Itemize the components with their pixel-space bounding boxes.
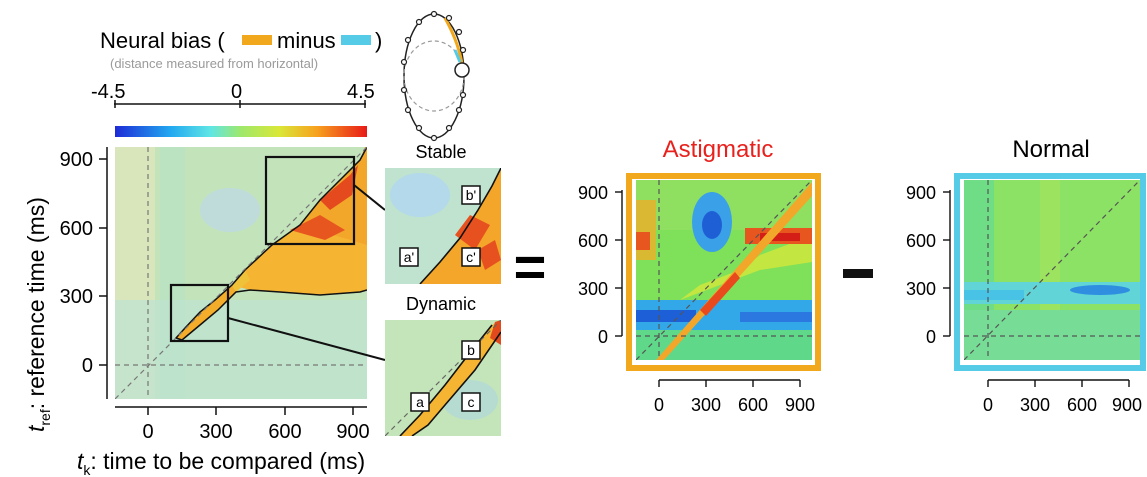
normal-xtick-900: 900 [1112, 395, 1142, 415]
stable-label-c: c' [466, 249, 476, 265]
legend-minus-swatch-cyan [341, 35, 371, 45]
orientation-ellipse-icon [400, 10, 470, 142]
main-ytick-900: 900 [60, 149, 93, 171]
main-x-ticks: 0 300 600 900 [142, 407, 370, 443]
astigmatic-xtick-900: 900 [785, 395, 815, 415]
normal-ytick-0: 0 [926, 327, 936, 347]
main-y-ticks: 0 300 600 900 [60, 149, 107, 377]
dynamic-title: Dynamic [406, 294, 476, 314]
astigmatic-y-ticks: 0 300 600 900 [578, 183, 622, 347]
astigmatic-xtick-0: 0 [654, 395, 664, 415]
stable-label-a: a' [404, 249, 414, 265]
dynamic-label-a: a [416, 394, 424, 410]
astigmatic-ytick-0: 0 [598, 327, 608, 347]
normal-y-ticks: 0 300 600 900 [906, 183, 950, 347]
legend-subtitle: (distance measured from horizontal) [110, 56, 318, 71]
normal-ytick-600: 600 [906, 231, 936, 251]
dynamic-roi-box [169, 283, 230, 343]
legend-tick-min: -4.5 [91, 81, 125, 103]
normal-title: Normal [1012, 136, 1089, 163]
stable-title: Stable [415, 142, 466, 162]
legend-title-suffix: ) [375, 28, 382, 53]
normal-xtick-0: 0 [983, 395, 993, 415]
equals-operator: = [514, 235, 547, 298]
normal-ytick-300: 300 [906, 279, 936, 299]
normal-xtick-600: 600 [1067, 395, 1097, 415]
astigmatic-x-ticks: 0 300 600 900 [654, 380, 815, 415]
normal-xtick-300: 300 [1020, 395, 1050, 415]
astigmatic-title: Astigmatic [663, 136, 774, 163]
stable-inset: Stable b' a' c' [385, 142, 501, 284]
dynamic-label-b: b [467, 342, 475, 358]
astigmatic-xtick-600: 600 [738, 395, 768, 415]
stable-label-b: b' [466, 187, 476, 203]
colorbar-gradient [115, 126, 367, 137]
main-xtick-300: 300 [199, 421, 232, 443]
normal-heatmap: Normal 0 300 600 900 [906, 136, 1146, 415]
astigmatic-heatmap: Astigmatic [578, 136, 821, 415]
stable-roi-box [264, 155, 356, 246]
main-heatmap: 0 300 600 900 0 300 600 900 tref: refere… [23, 147, 386, 477]
legend-tick-max: 4.5 [347, 81, 375, 103]
main-xtick-900: 900 [336, 421, 369, 443]
legend-title-prefix: Neural bias ( [100, 28, 225, 53]
astigmatic-ytick-600: 600 [578, 231, 608, 251]
legend-minus-word: minus [277, 28, 336, 53]
main-x-axis-label: tk: time to be compared (ms) [77, 448, 365, 477]
minus-operator [843, 269, 873, 278]
main-xtick-600: 600 [268, 421, 301, 443]
dynamic-inset: Dynamic b a c [385, 294, 501, 436]
astigmatic-ytick-900: 900 [578, 183, 608, 203]
astigmatic-frame [626, 173, 821, 371]
colorbar-legend: Neural bias ( minus ) (distance measured… [91, 28, 382, 137]
normal-frame [954, 173, 1146, 371]
legend-tick-zero: 0 [231, 81, 242, 103]
normal-x-ticks: 0 300 600 900 [983, 380, 1142, 415]
main-y-axis-label: tref: reference time (ms) [23, 197, 53, 432]
main-ytick-600: 600 [60, 218, 93, 240]
astigmatic-xtick-300: 300 [691, 395, 721, 415]
dynamic-label-c: c [468, 394, 475, 410]
normal-ytick-900: 900 [906, 183, 936, 203]
main-ytick-300: 300 [60, 286, 93, 308]
stable-connector [353, 184, 386, 211]
main-ytick-0: 0 [82, 355, 93, 377]
main-xtick-0: 0 [142, 421, 153, 443]
dynamic-connector [227, 317, 386, 361]
astigmatic-ytick-300: 300 [578, 279, 608, 299]
legend-minus-swatch-orange [242, 35, 272, 45]
